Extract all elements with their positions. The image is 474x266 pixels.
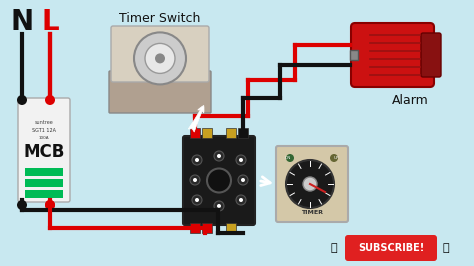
FancyBboxPatch shape	[111, 26, 209, 82]
Circle shape	[239, 158, 243, 162]
Circle shape	[236, 155, 246, 165]
Circle shape	[155, 53, 165, 63]
Circle shape	[303, 177, 317, 191]
Circle shape	[214, 201, 224, 211]
FancyBboxPatch shape	[109, 71, 211, 113]
Circle shape	[217, 154, 221, 158]
Bar	[190, 128, 200, 138]
Circle shape	[192, 195, 202, 205]
Text: suntree: suntree	[35, 119, 54, 124]
Text: 🔔: 🔔	[443, 243, 449, 253]
FancyBboxPatch shape	[345, 235, 437, 261]
Circle shape	[217, 204, 221, 208]
Bar	[202, 128, 212, 138]
Circle shape	[17, 200, 27, 210]
Circle shape	[330, 154, 338, 162]
Text: N: N	[10, 8, 34, 36]
Bar	[226, 128, 236, 138]
Text: SUBSCRIBE!: SUBSCRIBE!	[358, 243, 424, 253]
Circle shape	[190, 175, 200, 185]
Text: Timer Switch: Timer Switch	[119, 11, 201, 24]
FancyBboxPatch shape	[18, 98, 70, 202]
Circle shape	[236, 195, 246, 205]
Circle shape	[195, 158, 199, 162]
Bar	[350, 50, 358, 60]
Circle shape	[195, 198, 199, 202]
Circle shape	[214, 151, 224, 161]
Circle shape	[239, 198, 243, 202]
Text: SGT1 12A: SGT1 12A	[32, 127, 56, 132]
FancyBboxPatch shape	[351, 23, 434, 87]
Circle shape	[145, 43, 175, 73]
Circle shape	[207, 168, 231, 193]
Bar	[190, 223, 200, 233]
Text: 100A: 100A	[39, 136, 49, 140]
Circle shape	[134, 32, 186, 84]
Circle shape	[286, 160, 334, 208]
Circle shape	[45, 200, 55, 210]
Text: L: L	[41, 8, 59, 36]
Circle shape	[17, 95, 27, 105]
Bar	[202, 223, 212, 233]
Text: TIMER: TIMER	[301, 210, 323, 215]
Text: MCB: MCB	[23, 143, 64, 161]
Bar	[25, 190, 63, 198]
Circle shape	[286, 154, 294, 162]
Bar	[238, 128, 248, 138]
Circle shape	[45, 200, 55, 210]
FancyBboxPatch shape	[421, 33, 441, 77]
FancyBboxPatch shape	[183, 136, 255, 225]
Bar	[25, 168, 63, 176]
Circle shape	[238, 175, 248, 185]
Bar	[226, 223, 236, 233]
Circle shape	[45, 95, 55, 105]
Circle shape	[241, 178, 245, 182]
Circle shape	[192, 155, 202, 165]
Bar	[25, 179, 63, 187]
Text: ON: ON	[285, 156, 291, 160]
Text: Alarm: Alarm	[392, 94, 428, 106]
FancyBboxPatch shape	[276, 146, 348, 222]
Circle shape	[193, 178, 197, 182]
Text: 👍: 👍	[331, 243, 337, 253]
Text: UP: UP	[333, 156, 339, 160]
